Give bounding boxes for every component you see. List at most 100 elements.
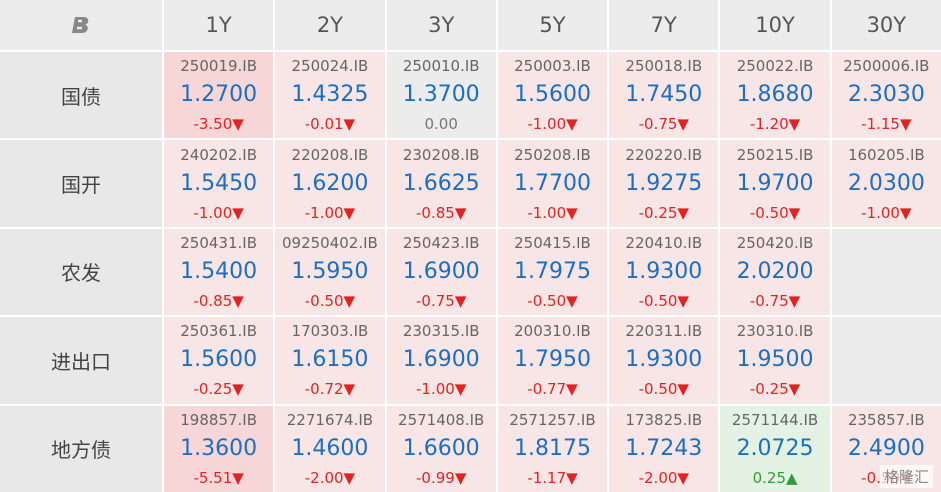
change: -0.75▼: [638, 115, 689, 134]
change: -3.50▼: [193, 115, 244, 134]
bond-code: 250024.IB: [291, 57, 369, 76]
bond-code: 220208.IB: [291, 145, 369, 164]
bond-code: 250019.IB: [180, 57, 258, 76]
bond-code: 2571257.IB: [509, 410, 596, 429]
quote-cell: 250423.IB 1.6900 -0.75▼: [386, 228, 496, 316]
change: -1.00▼: [861, 203, 912, 222]
change: -1.20▼: [749, 115, 801, 134]
change: -0.77▼: [527, 380, 578, 399]
change: -1.00▼: [416, 380, 467, 399]
quote-cell: 250003.IB 1.5600 -1.00▼: [497, 52, 608, 139]
column-header: 3Y: [386, 0, 496, 50]
yield: 1.7975: [514, 258, 591, 284]
bond-code: 230315.IB: [402, 322, 480, 341]
bond-code: 173825.IB: [625, 410, 703, 429]
bond-code: 220311.IB: [625, 322, 703, 341]
quote-cell: 2571144.IB 2.0725 0.25▲: [720, 405, 830, 492]
yield: 1.5950: [291, 258, 369, 284]
bond-code: 2571408.IB: [398, 410, 485, 429]
yield: 1.6900: [402, 347, 480, 373]
bond-code: 198857.IB: [180, 410, 258, 429]
row-label: 国开: [0, 140, 162, 227]
bond-code: 250415.IB: [514, 233, 591, 252]
change: -1.17▼: [527, 468, 578, 487]
change: -1.00▼: [304, 203, 356, 222]
change: -0.01▼: [304, 115, 356, 134]
bond-code: 250423.IB: [402, 233, 480, 252]
change: -0.75▼: [416, 291, 467, 310]
yield: 1.3600: [180, 435, 258, 461]
column-header: 2Y: [275, 0, 385, 50]
quote-cell: 2571408.IB 1.6600 -0.99▼: [386, 405, 496, 492]
yield: 1.7450: [625, 82, 703, 108]
bond-code: 230208.IB: [402, 145, 480, 164]
change: 0.25▲: [752, 468, 798, 487]
quote-cell: 230310.IB 1.9500 -0.25▼: [720, 317, 830, 404]
quote-cell: 198857.IB 1.3600 -5.51▼: [164, 405, 274, 492]
change: -5.51▼: [193, 468, 244, 487]
quote-cell: 250018.IB 1.7450 -0.75▼: [609, 52, 719, 139]
quote-cell: 2271674.IB 1.4600 -2.00▼: [275, 405, 385, 492]
change: 0.00: [424, 115, 458, 134]
yield: 1.9500: [736, 347, 814, 373]
yield: 1.5450: [180, 170, 258, 196]
yield: 1.9700: [736, 170, 814, 196]
column-header: 5Y: [497, 0, 608, 50]
yield: 1.8680: [736, 82, 814, 108]
quote-cell: 250215.IB 1.9700 -0.50▼: [720, 140, 830, 227]
watermark: 格隆汇: [879, 465, 933, 488]
bond-code: 160205.IB: [847, 145, 925, 164]
change: -2.00▼: [304, 468, 356, 487]
change: -0.99▼: [416, 468, 467, 487]
yield: 2.4900: [847, 435, 925, 461]
bond-code: 250022.IB: [736, 57, 814, 76]
quote-cell: 230315.IB 1.6900 -1.00▼: [386, 317, 496, 404]
bond-code: 250010.IB: [402, 57, 480, 76]
yield: 1.9300: [625, 347, 703, 373]
yield: 2.0200: [736, 258, 814, 284]
change: -0.85▼: [416, 203, 467, 222]
yield: 1.7950: [514, 347, 591, 373]
change: -2.00▼: [638, 468, 689, 487]
quote-cell: 220311.IB 1.9300 -0.50▼: [609, 317, 719, 404]
yield: 2.3030: [847, 82, 925, 108]
quote-cell: 2571257.IB 1.8175 -1.17▼: [497, 405, 608, 492]
change: -0.72▼: [304, 380, 356, 399]
change: -0.85▼: [193, 291, 244, 310]
change: -1.00▼: [193, 203, 244, 222]
quote-cell: 250019.IB 1.2700 -3.50▼: [164, 52, 274, 139]
quote-cell: 09250402.IB 1.5950 -0.50▼: [275, 228, 385, 316]
quote-cell: 240202.IB 1.5450 -1.00▼: [164, 140, 274, 227]
bond-code: 2571144.IB: [731, 410, 819, 429]
change: -0.50▼: [527, 291, 578, 310]
row-label: 地方债: [0, 405, 162, 492]
bond-code: 2500006.IB: [843, 57, 930, 76]
yield: 1.5600: [180, 347, 258, 373]
column-header: 30Y: [831, 0, 941, 50]
yield: 1.6200: [291, 170, 369, 196]
yield: 1.6625: [402, 170, 480, 196]
row-label: 农发: [0, 228, 162, 316]
change: -0.25▼: [638, 203, 689, 222]
yield: 1.4600: [291, 435, 369, 461]
bond-code: 09250402.IB: [282, 233, 378, 252]
yield: 1.6600: [402, 435, 480, 461]
quote-cell: 230208.IB 1.6625 -0.85▼: [386, 140, 496, 227]
quote-cell: 250010.IB 1.3700 0.00: [386, 52, 496, 139]
change: -0.50▼: [638, 291, 689, 310]
column-header: 1Y: [164, 0, 274, 50]
quote-cell: 250208.IB 1.7700 -1.00▼: [497, 140, 608, 227]
yield: 1.8175: [514, 435, 591, 461]
change: -0.50▼: [749, 203, 801, 222]
yield: 1.5600: [514, 82, 591, 108]
quote-cell: 220220.IB 1.9275 -0.25▼: [609, 140, 719, 227]
yield: 1.2700: [180, 82, 258, 108]
yield: 1.7243: [625, 435, 703, 461]
bond-code: 220220.IB: [625, 145, 703, 164]
yield: 1.4325: [291, 82, 369, 108]
yield: 2.0725: [736, 435, 814, 461]
bond-code: 250431.IB: [180, 233, 258, 252]
quote-cell: 250415.IB 1.7975 -0.50▼: [497, 228, 608, 316]
quote-cell: 170303.IB 1.6150 -0.72▼: [275, 317, 385, 404]
bond-code: 220410.IB: [625, 233, 703, 252]
